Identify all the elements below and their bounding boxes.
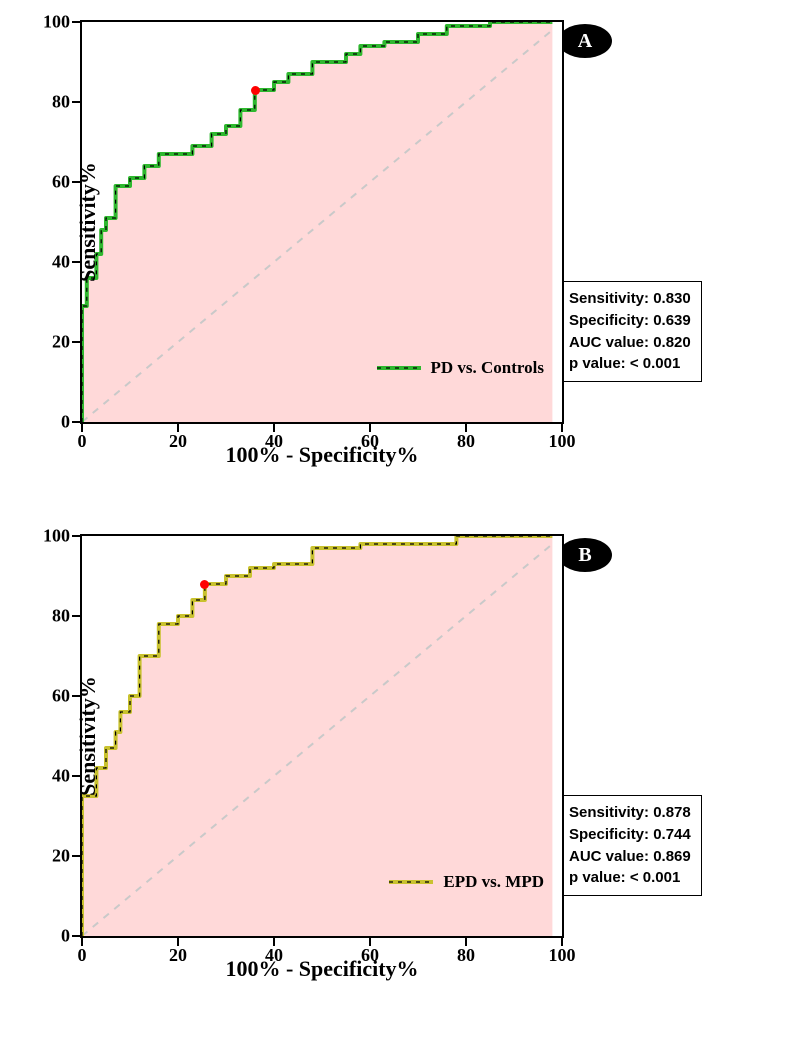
panel-a-row: PD vs. Controls Sensitivity% 100% - Spec… — [20, 20, 702, 474]
stat-value: 0.830 — [653, 290, 691, 307]
stat-row: Sensitivity: 0.830 — [569, 288, 691, 310]
xtick-label: 0 — [78, 945, 87, 966]
ytick — [72, 775, 82, 777]
ytick-label: 60 — [40, 172, 70, 193]
panel-a-label-badge: A — [558, 24, 612, 58]
optimal-point-dot — [251, 86, 260, 95]
ytick — [72, 181, 82, 183]
stat-value: < 0.001 — [630, 869, 680, 886]
ytick — [72, 855, 82, 857]
stat-row: AUC value: 0.820 — [569, 332, 691, 354]
ytick — [72, 101, 82, 103]
panel-b-label-badge: B — [558, 538, 612, 572]
ytick-label: 0 — [40, 926, 70, 947]
panel-b-legend-text: EPD vs. MPD — [443, 872, 544, 892]
panel-b-xlabel: 100% - Specificity% — [225, 956, 418, 982]
xtick-label: 60 — [361, 945, 379, 966]
ytick-label: 60 — [40, 686, 70, 707]
panel-b-stats-box: Sensitivity: 0.878 Specificity: 0.744 AU… — [558, 795, 702, 896]
stat-label: Sensitivity: — [569, 290, 649, 307]
ytick-label: 100 — [40, 12, 70, 33]
panel-a-plot: PD vs. Controls Sensitivity% 100% - Spec… — [80, 20, 564, 424]
xtick-label: 40 — [265, 945, 283, 966]
ytick-label: 20 — [40, 846, 70, 867]
xtick-label: 100 — [549, 431, 576, 452]
ytick — [72, 695, 82, 697]
ytick — [72, 261, 82, 263]
stat-value: 0.744 — [653, 826, 691, 843]
stat-value: 0.878 — [653, 804, 691, 821]
stat-label: Specificity: — [569, 312, 649, 329]
stat-value: < 0.001 — [630, 355, 680, 372]
panel-a-stats-box: Sensitivity: 0.830 Specificity: 0.639 AU… — [558, 281, 702, 382]
xtick-label: 80 — [457, 945, 475, 966]
stat-row: p value: < 0.001 — [569, 867, 691, 889]
ytick-label: 80 — [40, 606, 70, 627]
stat-label: Sensitivity: — [569, 804, 649, 821]
panel-b-right-col: B Sensitivity: 0.878 Specificity: 0.744 … — [558, 534, 702, 934]
panel-a-legend-swatch — [377, 363, 421, 373]
panel-a-right-col: A Sensitivity: 0.830 Specificity: 0.639 … — [558, 20, 702, 420]
ytick — [72, 615, 82, 617]
stat-row: p value: < 0.001 — [569, 353, 691, 375]
stat-label: p value: — [569, 869, 626, 886]
panel-a-xlabel: 100% - Specificity% — [225, 442, 418, 468]
panel-a-legend: PD vs. Controls — [377, 358, 545, 378]
ytick — [72, 21, 82, 23]
xtick-label: 20 — [169, 945, 187, 966]
xtick-label: 80 — [457, 431, 475, 452]
ytick-label: 40 — [40, 766, 70, 787]
panel-a-plot-wrap: PD vs. Controls Sensitivity% 100% - Spec… — [20, 20, 540, 474]
ytick — [72, 341, 82, 343]
stat-row: Specificity: 0.639 — [569, 310, 691, 332]
panel-b-plot: EPD vs. MPD Sensitivity% 100% - Specific… — [80, 534, 564, 938]
stat-label: AUC value: — [569, 334, 649, 351]
xtick-label: 60 — [361, 431, 379, 452]
stat-row: AUC value: 0.869 — [569, 846, 691, 868]
xtick-label: 100 — [549, 945, 576, 966]
xtick-label: 0 — [78, 431, 87, 452]
stat-label: AUC value: — [569, 848, 649, 865]
roc-figure: PD vs. Controls Sensitivity% 100% - Spec… — [20, 20, 767, 988]
ytick-label: 40 — [40, 252, 70, 273]
stat-value: 0.820 — [653, 334, 691, 351]
ytick — [72, 535, 82, 537]
ytick-label: 20 — [40, 332, 70, 353]
stat-row: Specificity: 0.744 — [569, 824, 691, 846]
panel-b-row: EPD vs. MPD Sensitivity% 100% - Specific… — [20, 534, 702, 988]
xtick-label: 40 — [265, 431, 283, 452]
stat-label: Specificity: — [569, 826, 649, 843]
panel-b-legend: EPD vs. MPD — [389, 872, 544, 892]
stat-label: p value: — [569, 355, 626, 372]
panel-b-plot-wrap: EPD vs. MPD Sensitivity% 100% - Specific… — [20, 534, 540, 988]
stat-row: Sensitivity: 0.878 — [569, 802, 691, 824]
stat-value: 0.639 — [653, 312, 691, 329]
ytick-label: 80 — [40, 92, 70, 113]
ytick-label: 100 — [40, 526, 70, 547]
ytick-label: 0 — [40, 412, 70, 433]
xtick-label: 20 — [169, 431, 187, 452]
panel-b-legend-swatch — [389, 877, 433, 887]
stat-value: 0.869 — [653, 848, 691, 865]
panel-a-legend-text: PD vs. Controls — [431, 358, 545, 378]
